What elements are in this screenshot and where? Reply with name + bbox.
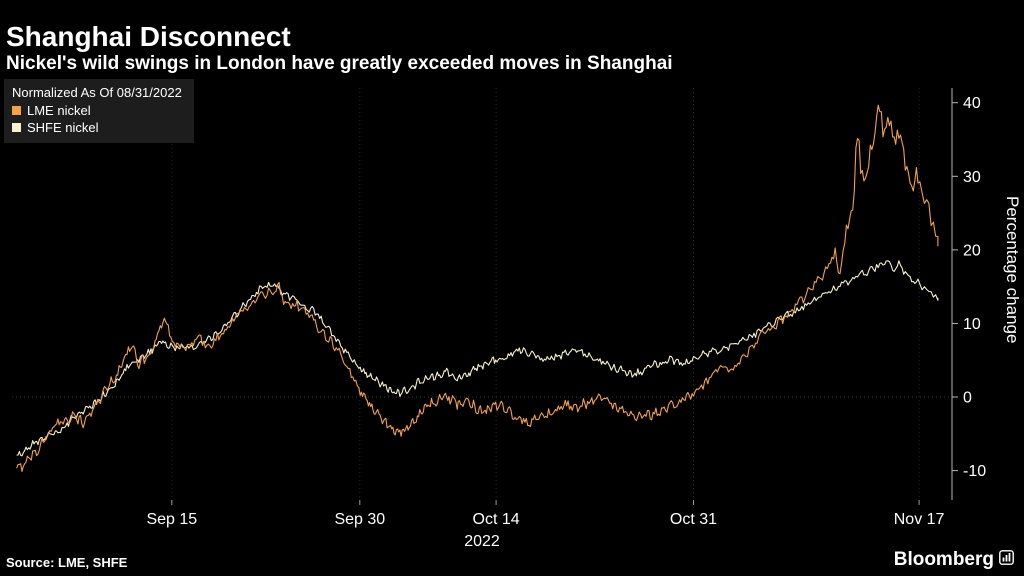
legend-label-shfe: SHFE nickel [27,120,99,135]
source-note: Source: LME, SHFE [6,555,128,570]
lme-series-swatch [12,106,21,115]
x-tick-label: Sep 15 [146,511,197,528]
x-tick-label: Oct 14 [473,511,520,528]
legend-item-lme: LME nickel [12,102,182,119]
chart-subtitle: Nickel's wild swings in London have grea… [6,52,673,74]
x-tick-label: Nov 17 [894,511,945,528]
chart-title: Shanghai Disconnect [6,20,291,52]
lme-nickel-line [16,104,939,472]
y-tick-label: 10 [963,316,981,333]
y-tick-label: 40 [963,95,981,112]
legend-item-shfe: SHFE nickel [12,119,182,136]
legend: Normalized As Of 08/31/2022 LME nickel S… [4,79,194,143]
shfe-series-swatch [12,123,21,132]
y-tick-label: -10 [963,463,986,480]
shfe-nickel-line [16,260,939,457]
legend-label-lme: LME nickel [27,103,91,118]
x-tick-label: Sep 30 [334,511,385,528]
y-tick-label: 20 [963,242,981,259]
x-tick-label: Oct 31 [670,511,717,528]
bloomberg-wordmark: Bloomberg [893,549,994,570]
y-axis-title: Percentage change [1003,196,1022,344]
x-axis-year-label: 2022 [464,533,500,550]
bloomberg-chart-icon [999,549,1014,571]
legend-note: Normalized As Of 08/31/2022 [12,85,182,100]
bloomberg-logo: Bloomberg [894,549,1014,571]
y-tick-label: 0 [963,390,972,407]
y-tick-label: 30 [963,169,981,186]
